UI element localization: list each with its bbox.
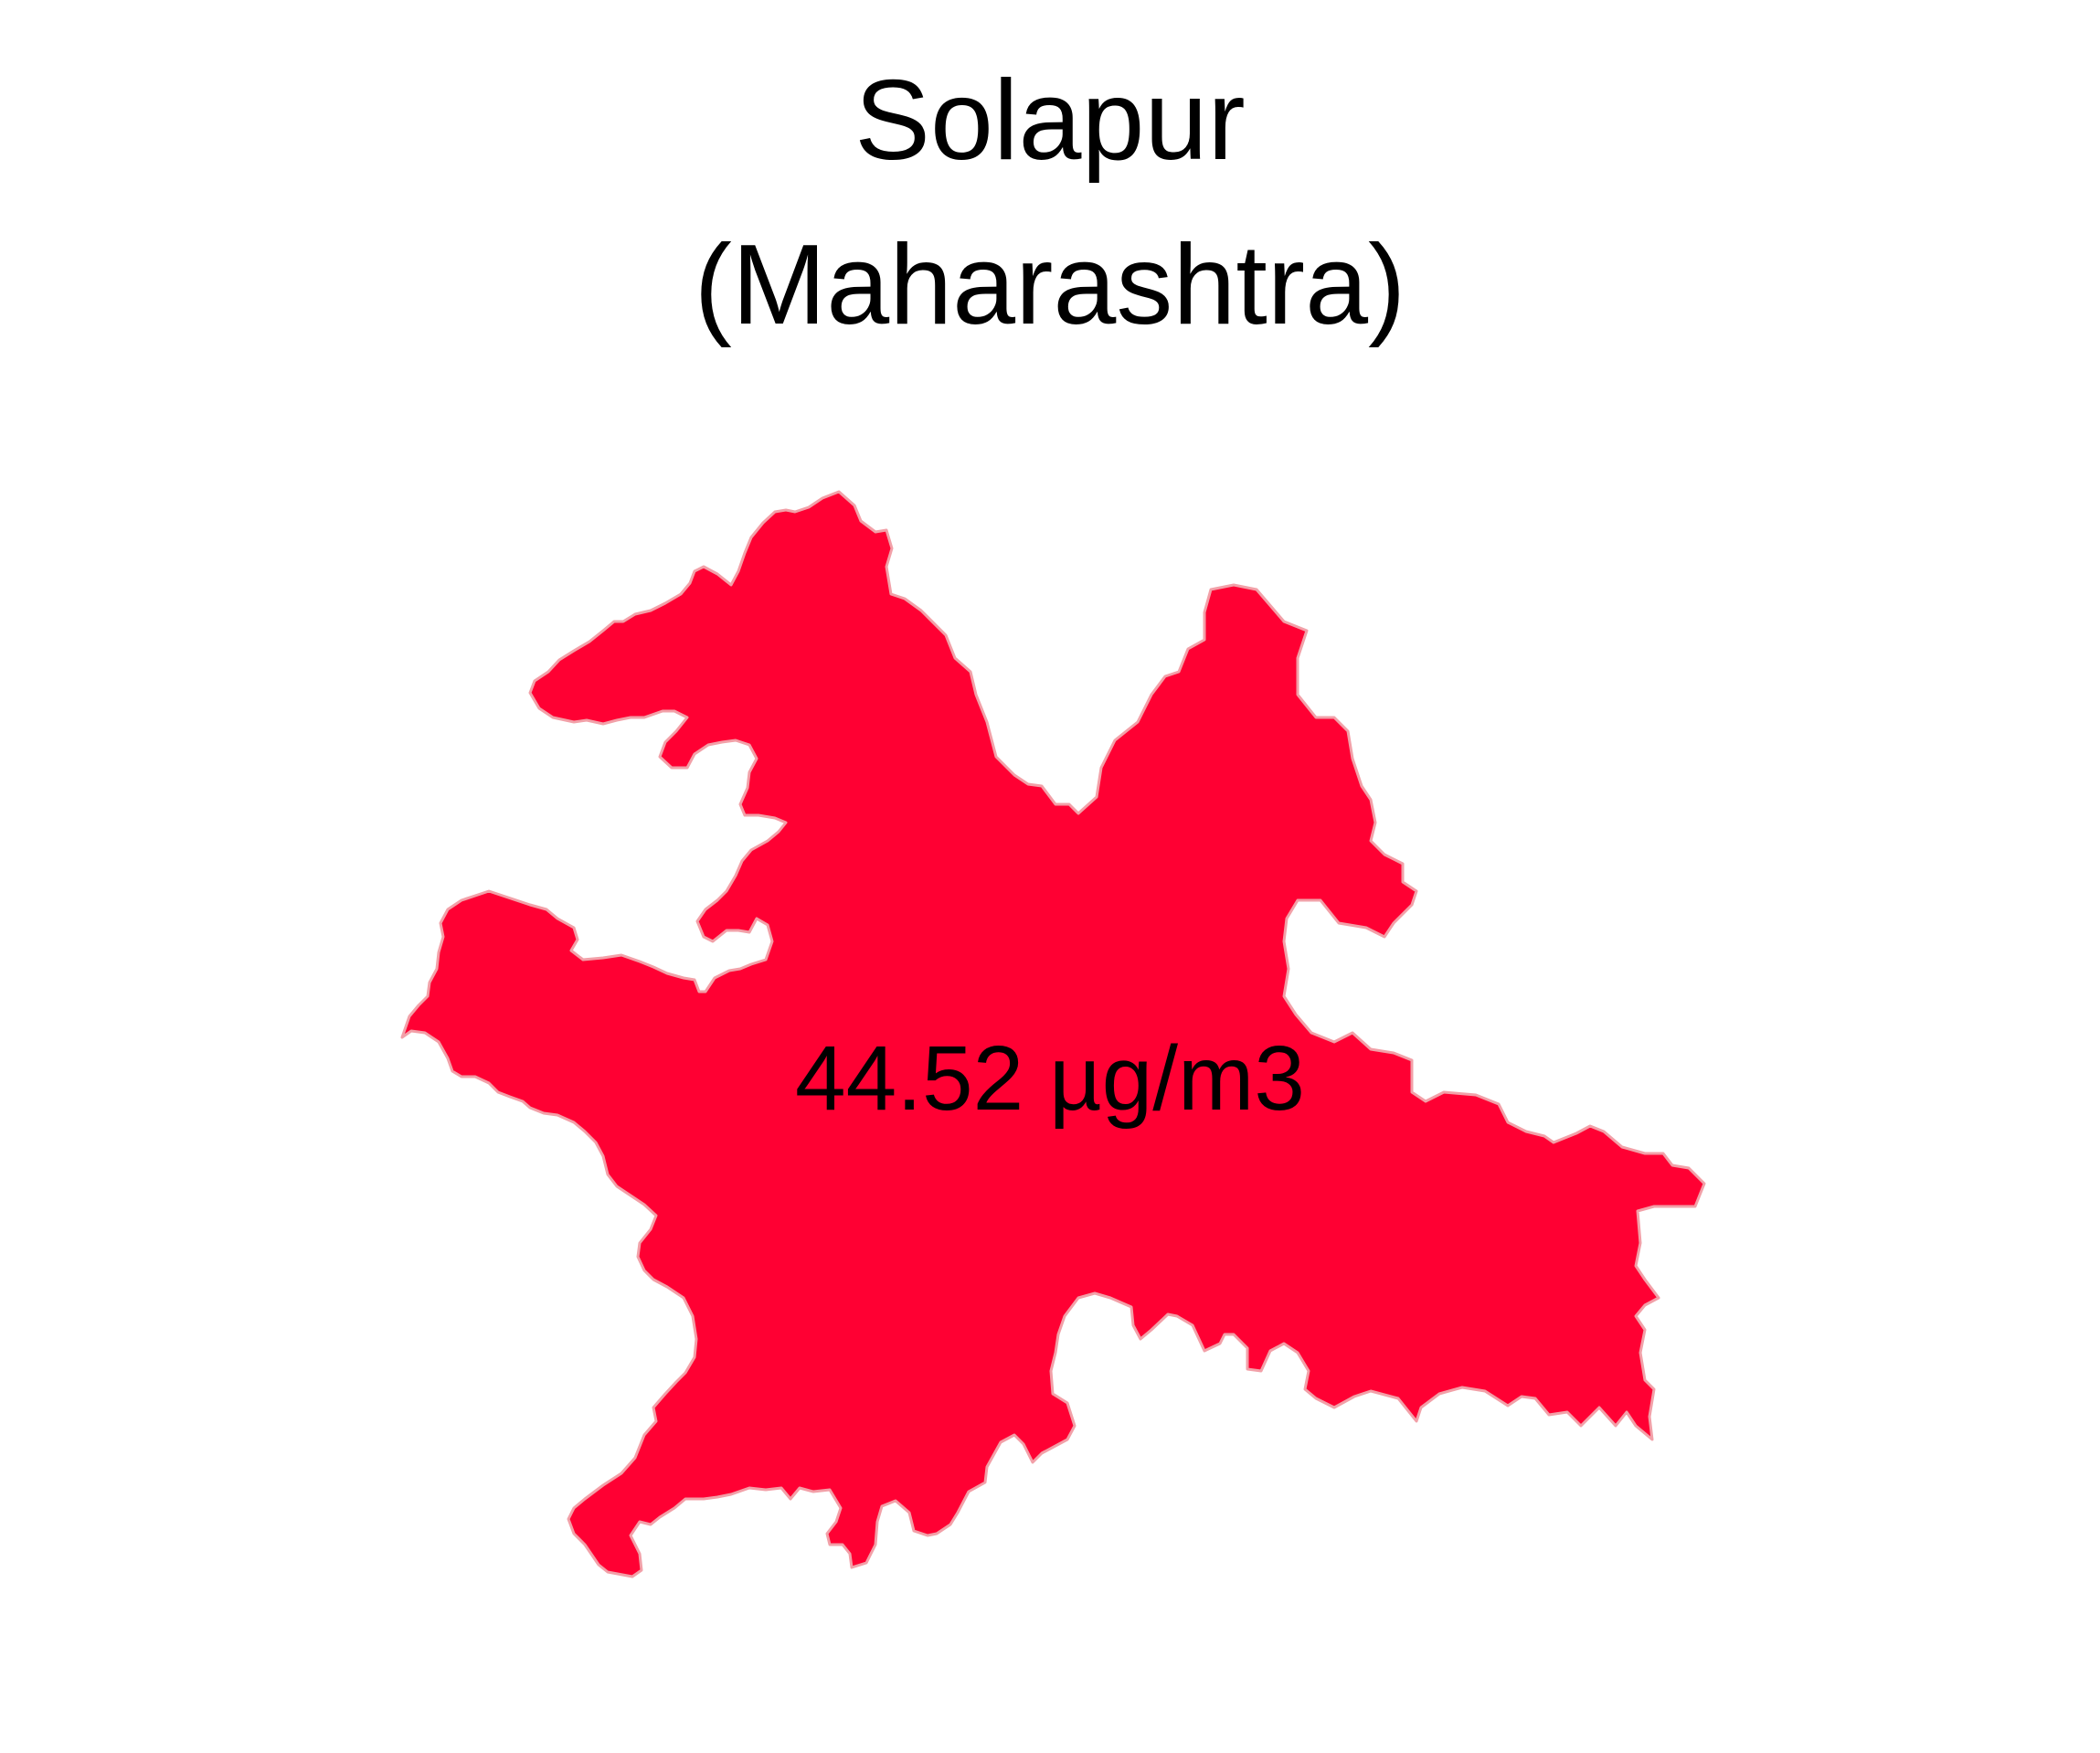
map-title-district: Solapur [854,58,1246,184]
map-title-state: (Maharashtra) [694,222,1406,348]
pm-value-label: 44.52 µg/m3 [795,1027,1305,1130]
solapur-district-region [400,490,1706,1578]
